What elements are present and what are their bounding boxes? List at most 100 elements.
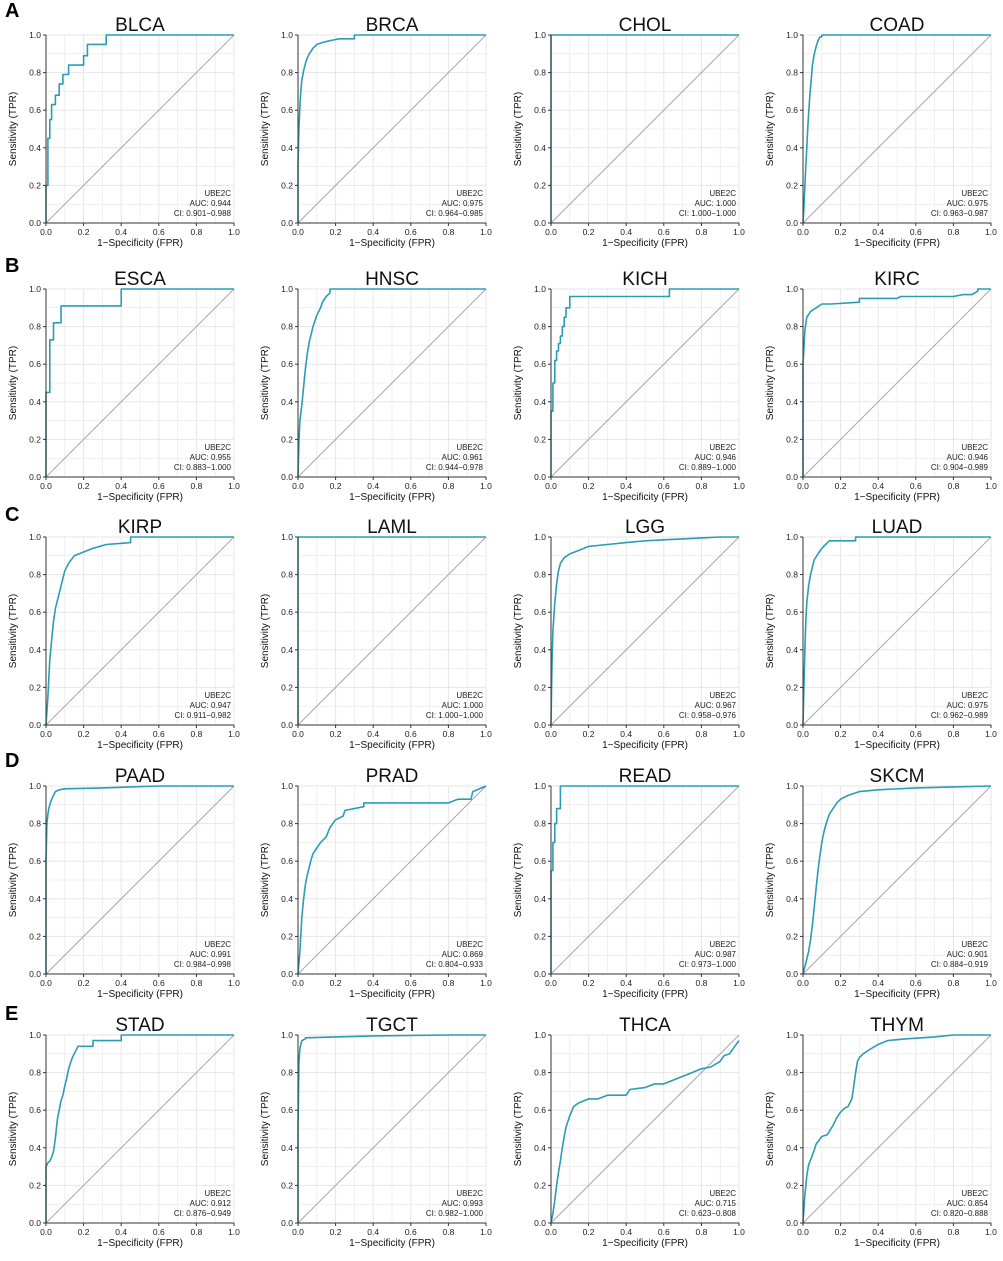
y-tick-label: 0.4: [281, 1143, 293, 1153]
y-tick-label: 0.4: [786, 143, 798, 153]
diagonal-reference-line: [802, 536, 992, 726]
y-tick-label: 0.6: [786, 607, 798, 617]
y-tick-label: 0.2: [29, 180, 41, 190]
y-tick-label: 0.0: [534, 472, 546, 482]
panel-title: THYM: [870, 1015, 924, 1036]
roc-panel-tgct: 0.00.0 0.2 0.2 0.4 0.4 0.6 0.6 0.8 0.8 1.0 1.0 1−Sp…: [260, 1015, 492, 1249]
x-tick-label: 0.4: [872, 729, 884, 739]
y-tick-label: 0.0: [29, 720, 41, 730]
panel-title: SKCM: [870, 766, 925, 787]
roc-panel-blca: 0.00.0 0.2 0.2 0.4 0.4 0.6 0.6 0.8 0.8 1.0 1.0 1−Sp…: [8, 15, 240, 249]
y-tick-label: 0.8: [534, 819, 546, 829]
y-tick-label: 0.8: [281, 322, 293, 332]
x-tick-label: 0.8: [442, 227, 454, 237]
x-axis-title: 1−Specificity (FPR): [349, 238, 435, 249]
x-tick-label: 0.8: [947, 227, 959, 237]
x-tick-label: 0.0: [292, 978, 304, 988]
y-tick-label: 0.4: [534, 1143, 546, 1153]
y-tick-label: 0.0: [534, 1218, 546, 1228]
diagonal-reference-line: [297, 34, 487, 224]
y-tick-label: 0.2: [281, 1180, 293, 1190]
roc-panel-kirc: 0.00.0 0.2 0.2 0.4 0.4 0.6 0.6 0.8 0.8 1.0 1.0 1−Sp…: [765, 269, 997, 503]
ci-label: CI: 0.804−0.933: [426, 960, 484, 969]
y-tick-label: 1.0: [29, 30, 41, 40]
x-tick-label: 0.8: [190, 481, 202, 491]
auc-label: AUC: 0.987: [695, 950, 737, 959]
x-tick-label: 0.4: [620, 729, 632, 739]
y-tick-label: 0.6: [281, 1105, 293, 1115]
roc-panel-esca: 0.00.0 0.2 0.2 0.4 0.4 0.6 0.6 0.8 0.8 1.0 1.0 1−Sp…: [8, 269, 240, 503]
y-tick-label: 1.0: [786, 284, 798, 294]
x-tick-label: 0.2: [330, 978, 342, 988]
row-letter-a: A: [5, 0, 20, 22]
x-tick-label: 0.8: [695, 481, 707, 491]
panel-title: ESCA: [114, 269, 166, 290]
x-tick-label: 1.0: [228, 729, 240, 739]
roc-panel-prad: 0.00.0 0.2 0.2 0.4 0.4 0.6 0.6 0.8 0.8 1.0 1.0 1−Sp…: [260, 766, 492, 1000]
panel-title: BLCA: [115, 15, 165, 36]
y-tick-label: 0.6: [534, 359, 546, 369]
x-tick-label: 0.2: [78, 729, 90, 739]
y-tick-label: 0.6: [29, 1105, 41, 1115]
y-tick-label: 0.6: [281, 856, 293, 866]
x-tick-label: 0.0: [545, 978, 557, 988]
x-tick-label: 0.2: [330, 227, 342, 237]
x-tick-label: 0.6: [405, 227, 417, 237]
x-tick-label: 0.6: [405, 978, 417, 988]
diagonal-reference-line: [45, 785, 235, 975]
panel-title: KIRP: [118, 517, 162, 538]
ci-label: CI: 0.901−0.988: [174, 209, 232, 218]
x-tick-label: 0.6: [153, 729, 165, 739]
x-axis-title: 1−Specificity (FPR): [97, 238, 183, 249]
y-axis-title: Sensitivity (TPR): [513, 1092, 524, 1166]
gene-label: UBE2C: [961, 1189, 988, 1198]
diagonal-reference-line: [550, 1034, 740, 1224]
row-letter-c: C: [5, 504, 20, 526]
panel-title: KIRC: [874, 269, 919, 290]
y-tick-label: 0.0: [786, 218, 798, 228]
x-tick-label: 0.6: [405, 729, 417, 739]
x-tick-label: 0.6: [153, 227, 165, 237]
y-tick-label: 0.2: [534, 1180, 546, 1190]
x-tick-label: 0.6: [658, 227, 670, 237]
x-axis-title: 1−Specificity (FPR): [854, 740, 940, 751]
roc-curve: [297, 785, 487, 975]
gene-label: UBE2C: [961, 691, 988, 700]
y-tick-label: 0.6: [534, 607, 546, 617]
x-tick-label: 0.4: [367, 227, 379, 237]
auc-label: AUC: 0.901: [947, 950, 989, 959]
roc-curve: [802, 34, 991, 224]
roc-panel-stad: 0.00.0 0.2 0.2 0.4 0.4 0.6 0.6 0.8 0.8 1.0 1.0 1−Sp…: [8, 1015, 240, 1249]
roc-panel-chol: 0.00.0 0.2 0.2 0.4 0.4 0.6 0.6 0.8 0.8 1.0 1.0 1−Sp…: [513, 15, 745, 249]
x-tick-label: 0.2: [78, 481, 90, 491]
ci-label: CI: 0.883−1.000: [174, 463, 232, 472]
x-tick-label: 0.4: [115, 481, 127, 491]
x-tick-label: 0.0: [545, 729, 557, 739]
y-tick-label: 0.4: [534, 894, 546, 904]
x-tick-label: 0.0: [292, 729, 304, 739]
x-tick-label: 0.2: [583, 481, 595, 491]
y-axis-title: Sensitivity (TPR): [765, 1092, 776, 1166]
y-axis-title: Sensitivity (TPR): [765, 594, 776, 668]
x-tick-label: 1.0: [480, 1227, 492, 1237]
y-tick-label: 0.2: [281, 434, 293, 444]
y-tick-label: 0.8: [786, 570, 798, 580]
y-tick-label: 0.8: [786, 322, 798, 332]
x-tick-label: 0.8: [190, 978, 202, 988]
y-tick-label: 1.0: [534, 30, 546, 40]
x-tick-label: 0.0: [292, 481, 304, 491]
roc-panel-lgg: 0.00.0 0.2 0.2 0.4 0.4 0.6 0.6 0.8 0.8 1.0 1.0 1−Sp…: [513, 517, 745, 751]
y-tick-label: 0.4: [29, 143, 41, 153]
y-tick-label: 0.4: [534, 397, 546, 407]
x-tick-label: 0.8: [442, 481, 454, 491]
auc-label: AUC: 0.946: [947, 453, 989, 462]
x-tick-label: 1.0: [733, 978, 745, 988]
gene-label: UBE2C: [961, 189, 988, 198]
x-axis-title: 1−Specificity (FPR): [602, 989, 688, 1000]
x-tick-label: 0.8: [190, 729, 202, 739]
y-tick-label: 0.8: [281, 1068, 293, 1078]
ci-label: CI: 0.982−1.000: [426, 1209, 484, 1218]
x-tick-label: 1.0: [480, 227, 492, 237]
x-tick-label: 0.4: [367, 978, 379, 988]
y-tick-label: 0.6: [786, 105, 798, 115]
